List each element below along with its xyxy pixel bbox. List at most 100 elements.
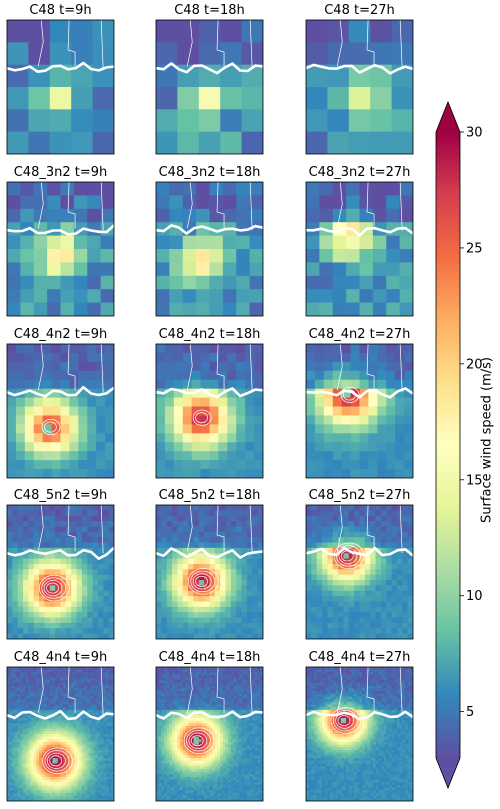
wind-cell: [89, 675, 94, 679]
wind-cell: [341, 379, 352, 390]
wind-cell: [103, 715, 107, 719]
wind-cell: [230, 628, 237, 635]
wind-cell: [84, 776, 88, 781]
wind-cell: [245, 379, 255, 390]
wind-cell: [306, 574, 312, 581]
wind-cell: [79, 715, 83, 719]
wind-cell: [25, 667, 29, 671]
wind-cell: [395, 460, 405, 470]
wind-cell: [198, 531, 205, 538]
wind-cell: [209, 669, 213, 673]
wind-cell: [103, 787, 107, 791]
wind-cell: [39, 590, 46, 597]
wind-cell: [52, 739, 56, 743]
wind-cell: [92, 672, 96, 676]
wind-cell: [55, 691, 59, 695]
wind-cell: [39, 617, 46, 624]
wind-cell: [52, 715, 56, 719]
wind-cell: [227, 352, 237, 363]
wind-cell: [380, 617, 387, 624]
wind-cell: [36, 779, 40, 783]
wind-cell: [177, 580, 184, 586]
wind-cell: [65, 542, 72, 549]
wind-cell: [246, 526, 253, 533]
wind-cell: [71, 744, 75, 748]
wind-cell: [95, 768, 99, 773]
wind-cell: [380, 569, 387, 576]
wind-cell: [71, 701, 75, 706]
wind-cell: [73, 763, 78, 767]
wind-cell: [33, 370, 44, 381]
wind-cell: [31, 763, 35, 767]
wind-cell: [246, 563, 253, 570]
wind-cell: [89, 792, 94, 797]
wind-cell: [7, 510, 13, 517]
wind-cell: [182, 262, 197, 277]
wind-cell: [105, 771, 110, 775]
wind-cell: [25, 771, 29, 775]
wind-cell: [92, 758, 96, 762]
wind-cell: [24, 379, 35, 390]
wind-cell: [25, 669, 29, 673]
wind-cell: [230, 526, 237, 533]
wind-cell: [12, 558, 19, 565]
wind-cell: [338, 590, 345, 597]
wind-cell: [108, 704, 112, 708]
wind-cell: [25, 699, 29, 703]
wind-cell: [156, 289, 170, 304]
wind-cell: [55, 717, 59, 722]
wind-cell: [87, 361, 97, 372]
wind-cell: [204, 675, 208, 679]
wind-cell: [173, 397, 184, 408]
wind-cell: [188, 537, 195, 544]
wind-cell: [63, 766, 67, 770]
wind-cell: [246, 505, 253, 511]
wind-cell: [108, 683, 112, 687]
wind-cell: [225, 505, 232, 511]
wind-cell: [87, 755, 91, 759]
wind-cell: [180, 667, 184, 671]
wind-cell: [36, 667, 40, 671]
wind-cell: [73, 235, 88, 250]
wind-cell: [245, 361, 255, 372]
wind-cell: [68, 771, 72, 775]
wind-cell: [60, 510, 67, 517]
wind-cell: [230, 680, 235, 684]
wind-cell: [60, 787, 64, 791]
wind-cell: [76, 798, 80, 801]
wind-cell: [60, 739, 64, 743]
wind-cell: [60, 289, 75, 304]
wind-cell: [111, 720, 114, 724]
wind-cell: [42, 370, 53, 381]
wind-cell: [23, 784, 27, 789]
wind-cell: [71, 691, 75, 695]
wind-cell: [236, 683, 240, 687]
wind-cell: [198, 537, 205, 544]
wind-cell: [241, 628, 248, 635]
wind-cell: [260, 669, 263, 673]
wind-cell: [395, 397, 405, 408]
wind-cell: [84, 795, 88, 799]
wind-cell: [111, 680, 114, 684]
wind-cell: [225, 510, 232, 517]
wind-cell: [87, 601, 94, 608]
wind-cell: [220, 569, 227, 576]
wind-cell: [71, 723, 75, 727]
wind-cell: [17, 766, 21, 770]
wind-cell: [156, 585, 162, 592]
wind-cell: [97, 585, 104, 592]
wind-cell: [314, 424, 325, 434]
wind-cell: [28, 590, 35, 597]
wind-cell: [348, 628, 355, 635]
wind-cell: [95, 776, 99, 781]
wind-cell: [7, 195, 21, 210]
wind-cell: [108, 699, 112, 703]
wind-cell: [47, 691, 51, 695]
wind-cell: [220, 688, 224, 692]
wind-cell: [28, 109, 51, 133]
wind-cell: [111, 774, 114, 778]
wind-cell: [386, 433, 396, 443]
wind-cell: [63, 725, 67, 730]
wind-cell: [343, 633, 350, 639]
wind-cell: [17, 715, 21, 719]
